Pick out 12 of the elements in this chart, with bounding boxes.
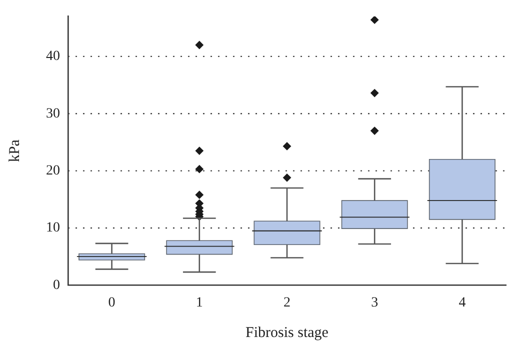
y-tick-label: 0 — [53, 278, 60, 293]
x-tick-label: 3 — [371, 295, 378, 310]
x-tick-label: 0 — [108, 295, 116, 310]
y-tick-label: 40 — [46, 49, 60, 64]
x-axis-title: Fibrosis stage — [246, 324, 329, 341]
y-tick-label: 20 — [46, 163, 60, 178]
x-tick-label: 4 — [458, 295, 466, 310]
y-tick-label: 30 — [46, 106, 60, 122]
x-tick-label: 2 — [284, 295, 290, 310]
y-axis-title: kPa — [6, 139, 23, 162]
x-tick-label: 1 — [196, 295, 203, 310]
y-tick-label: 10 — [46, 220, 60, 236]
